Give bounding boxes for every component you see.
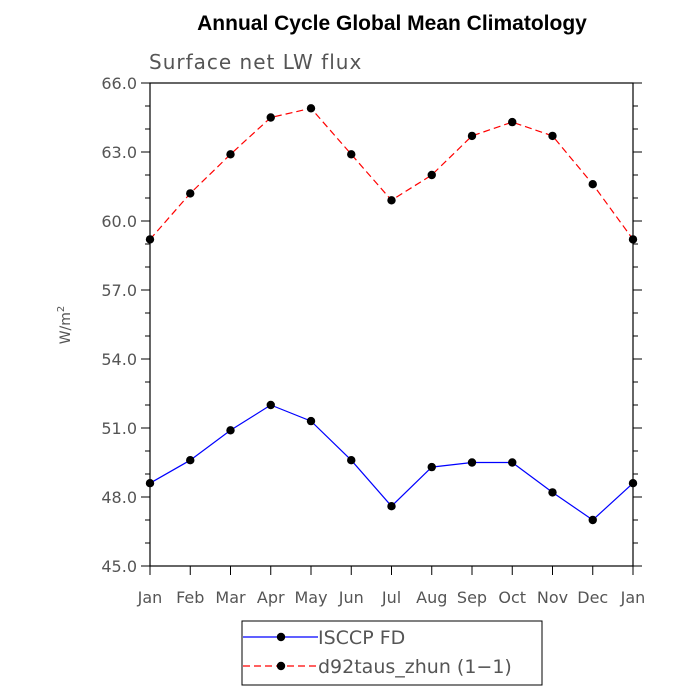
legend-marker-1 [276, 661, 286, 671]
y-tick-label: 63.0 [101, 143, 137, 162]
x-tick-label: Sep [457, 588, 487, 607]
x-tick-label: May [294, 588, 327, 607]
legend-box [241, 620, 543, 686]
legend: ISCCP FD d92taus_zhun (1−1) [241, 620, 543, 686]
data-point [427, 170, 436, 180]
data-point [186, 456, 195, 465]
y-axis-label: W/m2 [56, 306, 74, 345]
data-point [467, 131, 477, 141]
plot-frame [149, 82, 634, 567]
data-point [306, 416, 316, 426]
data-point [347, 150, 356, 159]
x-tick-label: Oct [498, 588, 526, 607]
data-point [548, 488, 557, 497]
y-tick-label: 66.0 [101, 74, 137, 93]
legend-marker-0 [276, 632, 286, 642]
x-tick-label: Apr [257, 588, 285, 607]
x-tick-label: Nov [537, 588, 568, 607]
data-point [347, 456, 356, 465]
y-tick-label: 54.0 [101, 350, 137, 369]
y-axis-label-superscript: 2 [56, 306, 67, 312]
data-point [588, 515, 597, 525]
y-tick-label: 51.0 [101, 419, 137, 438]
legend-entry-1: d92taus_zhun (1−1) [318, 656, 512, 678]
x-tick-label: Jan [620, 588, 646, 607]
data-point [427, 462, 436, 472]
data-point [548, 131, 557, 141]
data-point [226, 426, 235, 435]
legend-entry-0: ISCCP FD [318, 627, 405, 649]
x-tick-label: Jan [137, 588, 163, 607]
data-point [467, 458, 477, 467]
data-point [387, 502, 396, 511]
data-point [226, 150, 235, 159]
data-point [628, 235, 638, 244]
data-point [266, 400, 275, 410]
data-point [387, 196, 396, 205]
data-point [306, 104, 316, 113]
data-point [186, 189, 195, 198]
data-point [628, 479, 638, 488]
y-tick-label: 60.0 [101, 212, 137, 231]
x-tick-label: Jul [381, 588, 401, 607]
y-tick-label: 57.0 [101, 281, 137, 300]
data-point [145, 479, 155, 488]
data-point [588, 180, 597, 189]
data-point [508, 117, 517, 127]
data-point [266, 113, 275, 122]
data-point [508, 458, 517, 467]
plot-area: 45.0 48.0 51.0 54.0 57.0 60.0 63.0 66.0 Jan Feb Ma… [101, 74, 645, 607]
chart-subtitle: Surface net LW flux [149, 50, 362, 74]
x-tick-label: Jun [338, 588, 364, 607]
x-tick-label: Feb [176, 588, 204, 607]
x-tick-label: Mar [215, 588, 246, 607]
series-line-1 [149, 107, 634, 240]
y-tick-label: 45.0 [101, 557, 137, 576]
y-axis-label-text: W/m [58, 312, 74, 344]
x-tick-label: Dec [577, 588, 608, 607]
x-tick-label: Aug [416, 588, 447, 607]
chart-title: Annual Cycle Global Mean Climatology [197, 12, 587, 35]
data-point [145, 235, 155, 244]
y-tick-label: 48.0 [101, 488, 137, 507]
